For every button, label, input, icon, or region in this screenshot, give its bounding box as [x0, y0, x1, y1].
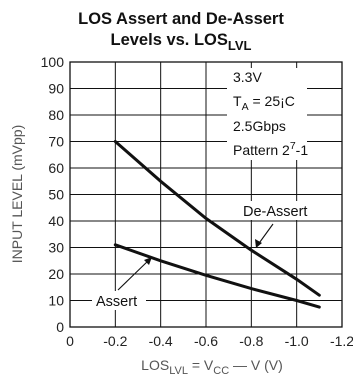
- note-temp-rest: = 25¡C: [249, 93, 295, 109]
- x-tick-label: -0.4: [149, 333, 173, 349]
- y-tick-label: 20: [48, 266, 64, 282]
- y-tick-label: 80: [48, 107, 64, 123]
- assert-leader-line: [117, 258, 151, 291]
- y-tick-label: 10: [48, 293, 64, 309]
- note-pattern: Pattern 27-1: [233, 140, 308, 158]
- note-pattern-rest: -1: [296, 142, 309, 158]
- note-temp-sub: A: [242, 101, 249, 113]
- note-rate: 2.5Gbps: [233, 118, 286, 134]
- y-axis-label: INPUT LEVEL (mVpp): [9, 125, 25, 264]
- y-tick-label: 0: [56, 319, 64, 335]
- chart-title-line2-sub: LVL: [228, 38, 252, 53]
- note-temperature: TA = 25¡C: [233, 93, 295, 113]
- x-tick-labels: 0 -0.2 -0.4 -0.6 -0.8 -1.0 -1.2: [66, 333, 353, 349]
- plot-frame: [69, 61, 343, 328]
- series-line-assert: [113, 243, 321, 309]
- assert-label-backing: [92, 291, 146, 310]
- x-tick-label: -0.6: [194, 333, 218, 349]
- x-tick-label: -1.2: [330, 333, 353, 349]
- deassert-label-backing: [239, 201, 318, 220]
- deassert-leader-arrow: [255, 239, 262, 248]
- note-pattern-main: Pattern 2: [233, 142, 290, 158]
- x-axis-label-part2: = V: [188, 357, 214, 373]
- x-tick-label: -0.2: [103, 333, 127, 349]
- note-voltage: 3.3V: [233, 69, 262, 85]
- x-axis-label-part1: LOS: [141, 357, 169, 373]
- note-temp-main: T: [233, 93, 242, 109]
- series-label-assert: Assert: [96, 294, 137, 310]
- y-tick-label: 50: [48, 187, 64, 203]
- conditions-backing: [227, 68, 307, 160]
- x-axis-label-part3: — V (V): [229, 357, 283, 373]
- x-axis-label-sub2: CC: [213, 365, 229, 377]
- chart-title-line1: LOS Assert and De-Assert: [78, 10, 284, 28]
- x-axis-label: LOSLVL = VCC — V (V): [141, 357, 283, 377]
- series-layer: [113, 140, 321, 309]
- x-tick-label: -1.0: [285, 333, 309, 349]
- note-pattern-sup: 7: [290, 140, 296, 152]
- x-tick-label: 0: [66, 333, 74, 349]
- x-axis-label-sub1: LVL: [169, 365, 188, 377]
- y-tick-label: 40: [48, 213, 64, 229]
- y-tick-labels: 0 10 20 30 40 50 60 70 80 90 100: [41, 54, 65, 335]
- y-tick-label: 90: [48, 81, 64, 97]
- chart-title-line2: Levels vs. LOSLVL: [111, 31, 252, 53]
- grid-lines: [70, 62, 342, 327]
- y-tick-label: 70: [48, 134, 64, 150]
- x-tick-label: -0.8: [239, 333, 263, 349]
- series-label-deassert: De-Assert: [243, 204, 307, 220]
- series-line-de-assert: [113, 140, 321, 297]
- chart-title-line2-main: Levels vs. LOS: [111, 31, 228, 49]
- y-tick-label: 30: [48, 240, 64, 256]
- y-tick-label: 100: [41, 54, 65, 70]
- assert-leader-arrow: [144, 257, 152, 265]
- y-tick-label: 60: [48, 160, 64, 176]
